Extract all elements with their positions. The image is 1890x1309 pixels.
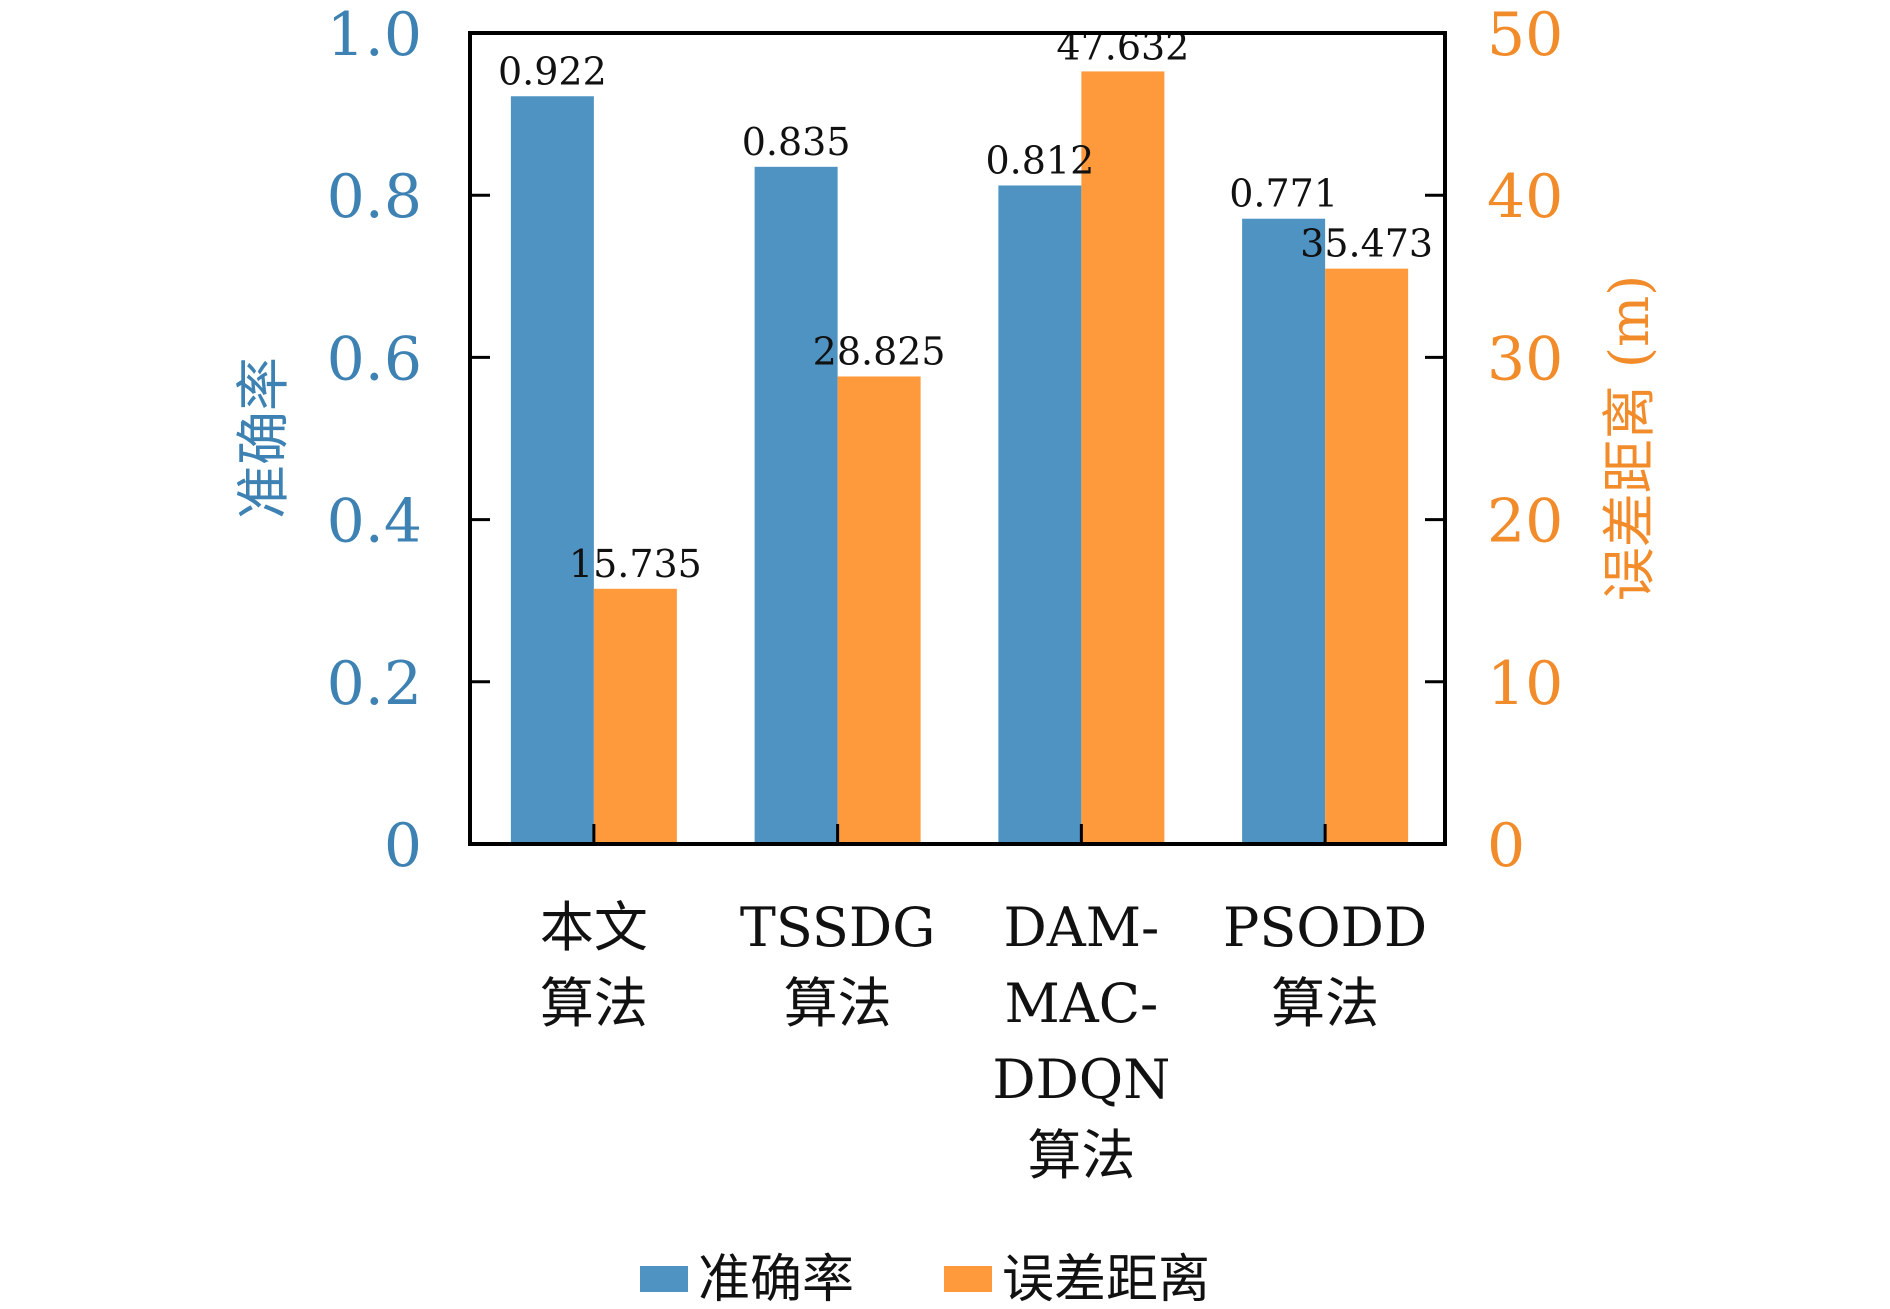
plot-frame (468, 31, 1447, 846)
bar-accuracy-3 (1242, 218, 1326, 844)
y-tick-label-right-5: 50 (1487, 0, 1563, 70)
bar-accuracy-2 (998, 185, 1082, 844)
y-tick-label-right-0: 0 (1487, 811, 1525, 881)
legend-swatch-accuracy (640, 1266, 688, 1292)
x-tick-label-1: TSSDG 算法 (740, 896, 936, 1035)
x-tick-label-0: 本文算法 (540, 896, 648, 1035)
y-tick-label-right-3: 30 (1487, 324, 1563, 394)
data-label-accuracy-1: 0.835 (742, 120, 851, 164)
data-label-accuracy-0: 0.922 (498, 49, 607, 93)
y-tick-label-left-4: 0.8 (327, 162, 422, 232)
bars-layer (510, 71, 1409, 845)
y-tick-label-left-5: 1.0 (327, 0, 422, 70)
y-tick-label-right-4: 40 (1487, 162, 1563, 232)
right-axis-title: 误差距离 (m) (1598, 275, 1661, 602)
bar-accuracy-0 (510, 96, 594, 845)
bar-error-1 (837, 376, 921, 844)
legend-label-accuracy: 准确率 (698, 1250, 854, 1309)
data-labels-layer: 0.92215.7350.83528.8250.81247.6320.77135… (498, 24, 1433, 585)
y-tick-label-right-2: 20 (1487, 487, 1563, 557)
legend: 准确率 误差距离 (640, 1250, 1210, 1309)
bar-error-3 (1325, 268, 1409, 844)
x-tick-label-3: PSODD 算法 (1223, 896, 1427, 1035)
y-tick-labels: 0 0 0.2 10 0.4 20 0.6 30 0.8 40 1.0 50 (327, 0, 1564, 881)
data-label-error-3: 35.473 (1300, 222, 1433, 266)
x-tick-labels: 本文算法 TSSDG 算法 DAM-MAC-DDQN 算法 PSODD 算法 (540, 896, 1427, 1187)
y-tick-label-left-1: 0.2 (327, 649, 422, 719)
bar-error-0 (593, 588, 677, 844)
data-label-accuracy-3: 0.771 (1229, 172, 1338, 216)
data-label-error-1: 28.825 (813, 329, 946, 373)
legend-label-error: 误差距离 (1002, 1250, 1210, 1309)
y-tick-label-left-2: 0.4 (327, 487, 422, 557)
bar-error-2 (1081, 71, 1165, 845)
bar-accuracy-1 (754, 166, 838, 844)
data-label-accuracy-2: 0.812 (985, 138, 1094, 182)
y-tick-label-right-1: 10 (1487, 649, 1563, 719)
data-label-error-0: 15.735 (569, 542, 702, 586)
y-tick-label-left-3: 0.6 (327, 324, 422, 394)
ticks-layer (470, 193, 1445, 844)
legend-swatch-error (944, 1266, 992, 1292)
left-axis-title: 准确率 (232, 357, 295, 519)
x-tick-label-2: DAM-MAC-DDQN 算法 (992, 896, 1170, 1187)
y-tick-label-left-0: 0 (384, 811, 422, 881)
